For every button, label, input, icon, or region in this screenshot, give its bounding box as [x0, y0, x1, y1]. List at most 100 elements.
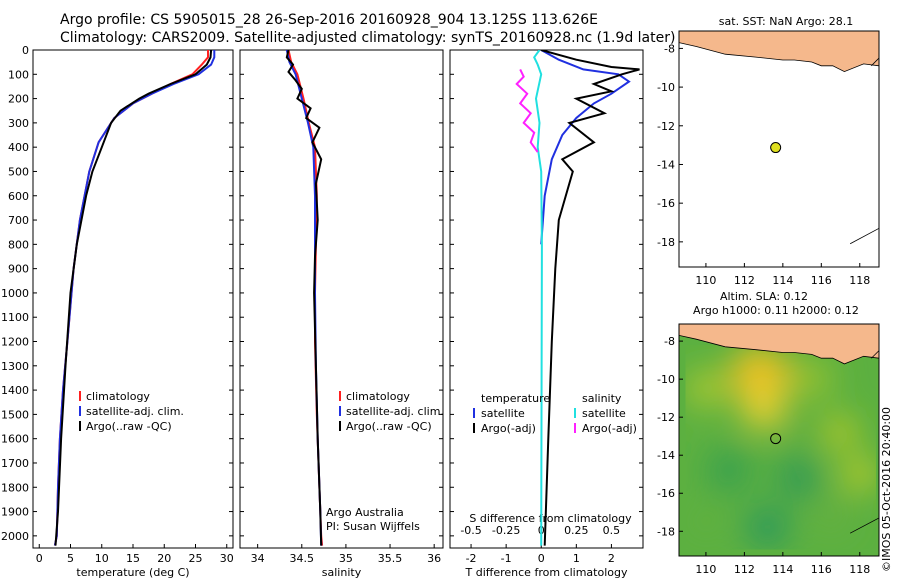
top-tick-label: -0.5 — [460, 524, 481, 537]
y-tick-label: 1600 — [1, 433, 29, 446]
coastline-segment — [871, 350, 879, 359]
legend-2: climatology satellite-adj. clim. Argo(..ra… — [339, 390, 444, 433]
x-tick-label: 36 — [427, 552, 441, 565]
y-tick-label: 700 — [8, 214, 29, 227]
series-line — [515, 68, 539, 153]
top-tick-label: 0.5 — [603, 524, 621, 537]
annotation-line: Argo Australia — [326, 506, 404, 519]
legend-3: temperature satellite Argo(-adj) salinity sa… — [473, 392, 637, 435]
sla-blob — [707, 448, 751, 493]
climatology-subtitle: Climatology: CARS2009. Satellite-adjuste… — [60, 30, 676, 46]
series-line — [54, 50, 213, 546]
legend-label: climatology — [346, 390, 410, 403]
sla-blob — [778, 458, 819, 499]
profile-panel-2: 34 34.5 35 35.5 36 salinity — [239, 49, 444, 579]
series-line — [53, 50, 216, 546]
legend-label: satellite — [582, 407, 626, 420]
legend-label: satellite-adj. clim. — [346, 405, 444, 418]
top-tick-label: -0.25 — [492, 524, 520, 537]
x-tick-label: 25 — [189, 552, 203, 565]
x-tick-label: 34 — [251, 552, 265, 565]
series-line — [540, 50, 640, 546]
x-tick-label: 114 — [772, 274, 793, 287]
series-line — [540, 50, 631, 245]
x-tick-label: 116 — [811, 563, 832, 576]
x-tick-label: 35.5 — [378, 552, 403, 565]
map-content — [679, 324, 879, 556]
legend-label: Argo(-adj) — [582, 422, 637, 435]
y-tick-label: -18 — [657, 236, 675, 249]
sla-blob — [822, 414, 859, 451]
y-tick-label: 400 — [8, 141, 29, 154]
y-tick-label: 2000 — [1, 530, 29, 543]
x-tick-label: 118 — [849, 274, 870, 287]
profile-title: Argo profile: CS 5905015_28 26-Sep-2016 … — [60, 12, 598, 28]
y-tick-label: -16 — [657, 487, 675, 500]
x-tick-label: 0 — [538, 552, 545, 565]
x-tick-label: 2 — [608, 552, 615, 565]
y-tick-label: 1400 — [1, 384, 29, 397]
series-line — [285, 50, 323, 546]
sla-blob — [691, 507, 720, 536]
x-tick-label: 5 — [67, 552, 74, 565]
top-axis-label: S difference from climatology — [469, 512, 632, 525]
x-tick-label: 34.5 — [290, 552, 315, 565]
series-group — [53, 50, 216, 546]
y-tick-label: 1800 — [1, 481, 29, 494]
y-tick-label: 100 — [8, 68, 29, 81]
coastline-java — [679, 324, 879, 365]
y-tick-label: 900 — [8, 263, 29, 276]
sla-blob — [745, 505, 790, 550]
x-tick-label: 110 — [695, 563, 716, 576]
legend-label: Argo(..raw -QC) — [346, 420, 432, 433]
profile-panel-3: -2 -1 0 1 2T difference from climatology -0.5… — [449, 49, 644, 579]
sla-blob — [789, 357, 834, 402]
y-tick-label: -18 — [657, 525, 675, 538]
x-tick-label: 116 — [811, 274, 832, 287]
y-tick-label: 1200 — [1, 336, 29, 349]
series-line — [533, 50, 543, 546]
imos-credit: ©IMOS 05-Oct-2016 20:40:00 — [880, 406, 893, 572]
map-title: Altim. SLA: 0.12 — [720, 290, 808, 303]
map-frame — [678, 30, 880, 268]
legend-label: Argo(..raw -QC) — [86, 420, 172, 433]
top-tick-label: 0.25 — [564, 524, 589, 537]
sla-blob — [685, 368, 726, 409]
sla-blob — [814, 500, 847, 533]
sla-field — [685, 345, 876, 550]
y-tick-label: 0 — [22, 44, 29, 57]
x-axis-label: temperature (deg C) — [76, 566, 189, 579]
argo-float-marker — [770, 142, 782, 154]
argo-float-marker — [770, 433, 782, 445]
y-tick-label: 500 — [8, 165, 29, 178]
legend-label: satellite-adj. clim. — [86, 405, 184, 418]
x-axis-label: salinity — [322, 566, 362, 579]
profile-panel-1: 0100200300400500600700800900100011001200… — [1, 44, 234, 579]
y-tick-label: 800 — [8, 238, 29, 251]
x-tick-label: 118 — [849, 563, 870, 576]
annotation-line: PI: Susan Wijffels — [326, 520, 420, 533]
x-tick-label: 114 — [772, 563, 793, 576]
legend-label: climatology — [86, 390, 150, 403]
y-tick-label: -14 — [657, 158, 675, 171]
x-tick-label: 1 — [573, 552, 580, 565]
y-tick-label: -10 — [657, 81, 675, 94]
y-tick-label: -14 — [657, 449, 675, 462]
x-tick-label: 112 — [734, 563, 755, 576]
x-tick-label: 0 — [36, 552, 43, 565]
y-tick-label: -16 — [657, 197, 675, 210]
y-tick-label: 1300 — [1, 360, 29, 373]
y-tick-label: -8 — [664, 335, 675, 348]
map-content — [679, 31, 879, 245]
legend-1: climatology satellite-adj. clim. Argo(..ra… — [79, 390, 184, 433]
series-line — [53, 50, 209, 546]
legend-label: salinity — [582, 392, 622, 405]
y-tick-label: 600 — [8, 190, 29, 203]
y-tick-label: 300 — [8, 117, 29, 130]
x-tick-label: 110 — [695, 274, 716, 287]
sla-map-panel: 110 112 114 116 118 -8 -10 -12 -14 -16 -18 Altim. S… — [657, 290, 880, 576]
map-title: sat. SST: NaN Argo: 28.1 — [719, 15, 853, 28]
plot-frame — [449, 49, 644, 549]
